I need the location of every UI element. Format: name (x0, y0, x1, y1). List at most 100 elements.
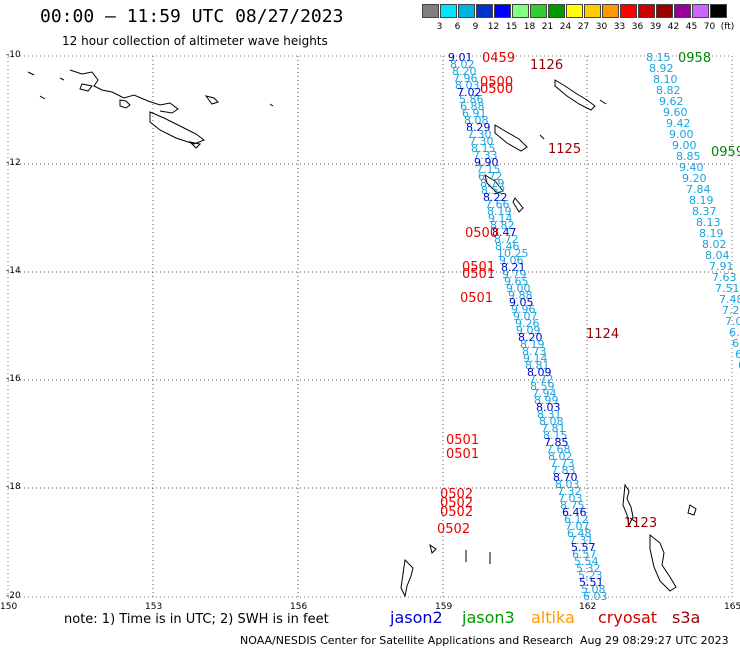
latitude-label: -20 (6, 591, 21, 601)
colorbar-swatch (494, 4, 511, 18)
colorbar-swatch (458, 4, 475, 18)
wave-height-value: 8.15 (646, 51, 671, 64)
colorbar-label: 39 (649, 22, 662, 32)
wave-height-value: 8.52 (481, 184, 506, 197)
wave-height-value: 7.84 (686, 183, 711, 196)
colorbar-swatch (602, 4, 619, 18)
wave-height-value: 9.26 (515, 317, 540, 330)
wave-height-value: 8.19 (487, 205, 512, 218)
satellite-legend-s3a: s3a (672, 608, 701, 627)
wave-height-value: 8.19 (699, 227, 724, 240)
wave-height-value: 7.51 (715, 282, 740, 295)
satellite-legend-cryosat: cryosat (598, 608, 658, 627)
wave-height-value: 9.79 (502, 268, 527, 281)
wave-height-value: 6.88 (460, 100, 485, 113)
coastlines (27, 69, 697, 598)
wave-height-value: 7.33 (473, 149, 498, 162)
colorbar-swatch (512, 4, 529, 18)
wave-height-value: 8.08 (539, 415, 564, 428)
map-title: 00:00 – 11:59 UTC 08/27/2023 (40, 6, 344, 27)
colorbar-swatch (620, 4, 637, 18)
wave-height-value: 5.57 (571, 541, 596, 554)
wave-height-value: 8.02 (450, 58, 475, 71)
wave-height-value: 10.25 (497, 247, 529, 260)
wave-height-value: 7.68 (546, 443, 571, 456)
wave-height-value: 8.37 (692, 205, 717, 218)
satellite-legend-jason2: jason2 (390, 608, 443, 627)
satellite-legend-altika: altika (531, 608, 575, 627)
wave-height-value: 5.32 (576, 562, 601, 575)
wave-height-value: 5.08 (581, 583, 606, 596)
colorbar-label: 33 (613, 22, 626, 32)
wave-height-value: 8.22 (483, 191, 508, 204)
wave-height-value: 9.96 (511, 303, 536, 316)
colorbar-swatch (674, 4, 691, 18)
wave-height-value: 6.57 (735, 348, 740, 361)
longitude-label: 165 (724, 602, 740, 612)
credit-line: NOAA/NESDIS Center for Satellite Applica… (240, 634, 574, 647)
colorbar-label: (ft) (720, 22, 735, 32)
colorbar-label: 36 (631, 22, 644, 32)
colorbar-label: 6 (454, 22, 461, 32)
latitude-label: -18 (6, 482, 21, 492)
wave-height-value: 7.96 (453, 72, 478, 85)
pass-time-label: 0502 (437, 522, 471, 537)
pass-time-label: 1124 (586, 327, 620, 342)
pass-time-label: 0459 (482, 51, 516, 66)
latitude-label: -14 (6, 266, 21, 276)
latitude-label: -10 (6, 50, 21, 60)
wave-height-value: 8.09 (527, 366, 552, 379)
wave-height-value: 8.99 (534, 394, 559, 407)
colorbar-label: 45 (685, 22, 698, 32)
wave-height-value: 7.02 (457, 86, 482, 99)
wave-height-value: 7.85 (544, 436, 569, 449)
longitude-label: 156 (290, 602, 308, 612)
wave-height-value: 9.62 (659, 95, 684, 108)
pass-time-label: 1123 (624, 516, 658, 531)
pass-time-label: 0501 (462, 260, 496, 275)
wave-height-value: 9.14 (488, 212, 513, 225)
longitude-label: 162 (579, 602, 597, 612)
wave-height-value: 8.02 (548, 450, 573, 463)
wave-height-value: 9.90 (474, 156, 499, 169)
wave-height-value: 8.21 (501, 261, 526, 274)
wave-height-value: 6.72 (478, 170, 503, 183)
wave-height-value: 9.60 (663, 106, 688, 119)
wave-height-value: 9.40 (679, 161, 704, 174)
wave-height-value: 6.81 (738, 360, 740, 371)
pass-time-label: 0502 (440, 496, 474, 511)
wave-height-value: 9.20 (682, 172, 707, 185)
colorbar-swatch (476, 4, 493, 18)
wave-height-value: 8.19 (689, 194, 714, 207)
wave-height-value: 6.57 (572, 548, 597, 561)
pass-time-label: 1125 (548, 142, 582, 157)
wave-height-value: 8.79 (480, 177, 505, 190)
wave-height-value: 8.73 (522, 345, 547, 358)
wave-height-value: 6.95 (729, 326, 740, 339)
colorbar-label: 27 (577, 22, 590, 32)
wave-height-value: 9.14 (523, 352, 548, 365)
wave-height-value: 9.07 (513, 310, 538, 323)
colorbar-swatch (638, 4, 655, 18)
pass-time-label: 0500 (480, 75, 514, 90)
wave-height-value: 8.02 (702, 238, 727, 251)
map-subtitle: 12 hour collection of altimeter wave hei… (62, 34, 328, 48)
wave-height-value: 5.86 (459, 93, 484, 106)
lat-lon-grid (8, 56, 732, 597)
pass-time-label: 0500 (465, 226, 499, 241)
wave-height-value: 6.48 (567, 527, 592, 540)
wave-height-value: 7.63 (712, 271, 737, 284)
wave-height-value: 8.15 (471, 142, 496, 155)
wave-height-value: 6.91 (462, 107, 487, 120)
colorbar-swatch (422, 4, 439, 18)
longitude-label: 150 (0, 602, 18, 612)
wave-height-value: 8.59 (530, 380, 555, 393)
wave-height-value: 7.04 (725, 315, 740, 328)
colorbar-label: 3 (436, 22, 443, 32)
colorbar-label: 70 (703, 22, 716, 32)
wave-height-value: 8.46 (495, 240, 520, 253)
wave-height-value: 7.31 (569, 534, 594, 547)
pass-time-label: 0501 (460, 291, 494, 306)
colorbar-swatch (584, 4, 601, 18)
